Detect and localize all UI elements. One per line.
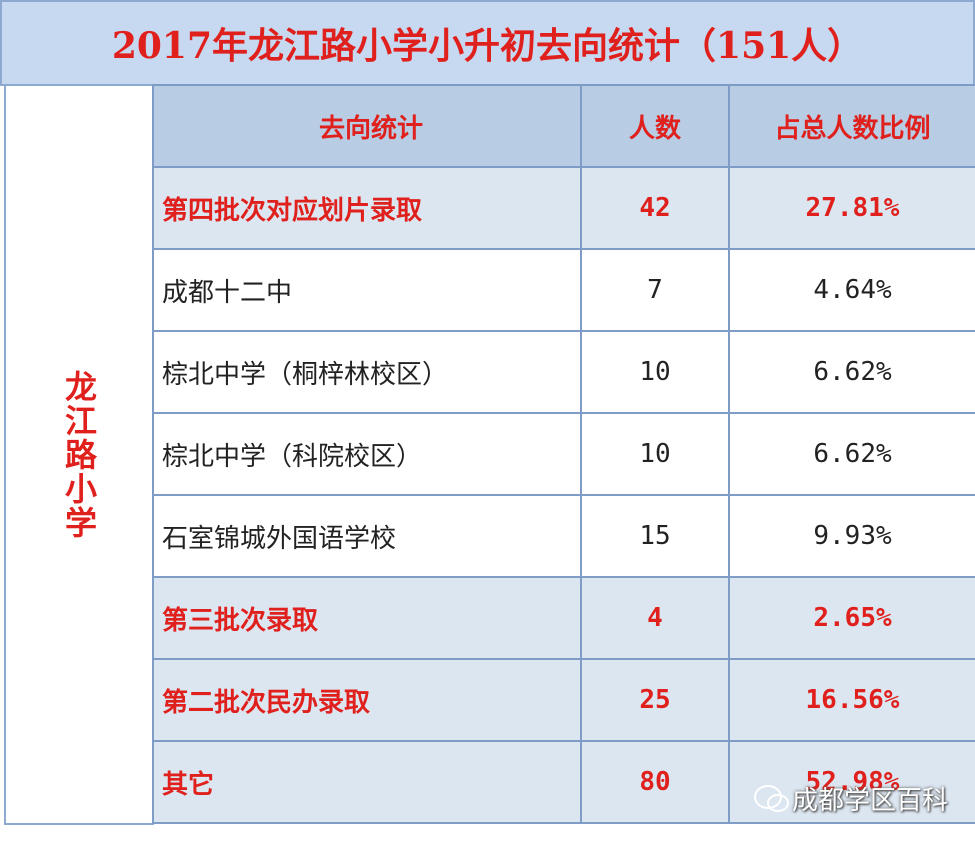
table-cell: 石室锦城外国语学校 [152, 494, 582, 578]
table-cell: 其它 [152, 740, 582, 824]
table-cell: 10 [580, 330, 730, 414]
header-cell: 人数 [580, 84, 730, 168]
table-cell: 棕北中学（科院校区） [152, 412, 582, 496]
table-cell: 4 [580, 576, 730, 660]
side-label-cell: 龙江路小学 [4, 84, 154, 825]
side-label: 龙江路小学 [60, 369, 98, 540]
header-cell: 去向统计 [152, 84, 582, 168]
table-cell: 6.62% [728, 412, 975, 496]
watermark: 成都学区百科 [752, 780, 948, 817]
table-cell: 42 [580, 166, 730, 250]
table-cell: 第四批次对应划片录取 [152, 166, 582, 250]
table-cell: 9.93% [728, 494, 975, 578]
table-cell: 16.56% [728, 658, 975, 742]
table-cell: 6.62% [728, 330, 975, 414]
table-cell: 第三批次录取 [152, 576, 582, 660]
table-cell: 10 [580, 412, 730, 496]
wechat-icon [754, 784, 789, 812]
table-cell: 27.81% [728, 166, 975, 250]
table-cell: 棕北中学（桐梓林校区） [152, 330, 582, 414]
table-cell: 7 [580, 248, 730, 332]
table-cell: 52.98% [728, 740, 975, 824]
table-cell: 成都十二中 [152, 248, 582, 332]
table-cell: 2.65% [728, 576, 975, 660]
table-cell: 4.64% [728, 248, 975, 332]
table-cell: 80 [580, 740, 730, 824]
watermark-text: 成都学区百科 [792, 786, 949, 816]
title: 2017年龙江路小学小升初去向统计（151人） [0, 0, 975, 86]
table-cell: 15 [580, 494, 730, 578]
table-cell: 第二批次民办录取 [152, 658, 582, 742]
table-cell: 25 [580, 658, 730, 742]
header-cell: 占总人数比例 [728, 84, 975, 168]
